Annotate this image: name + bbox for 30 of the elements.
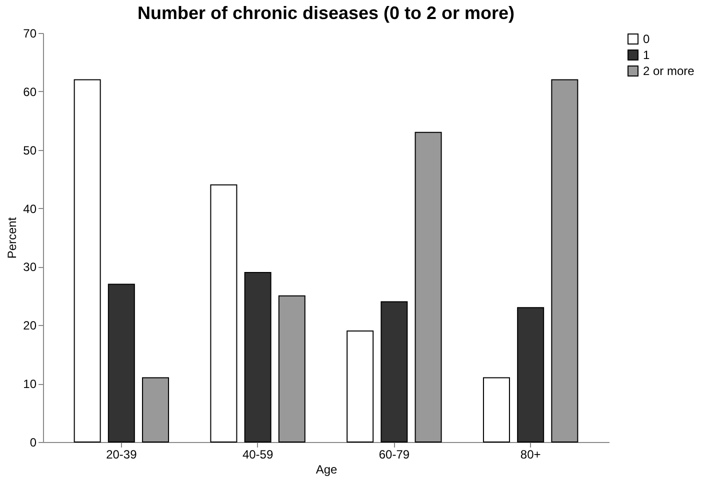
bar <box>346 330 374 442</box>
y-tick-label: 60 <box>23 84 37 99</box>
y-tick-label: 20 <box>23 318 37 333</box>
bar <box>210 184 238 442</box>
x-axis-title: Age <box>316 462 338 476</box>
y-tick-label: 50 <box>23 143 37 158</box>
x-tick-label: 60-79 <box>378 448 410 462</box>
x-tick-label: 40-59 <box>242 448 274 462</box>
bar <box>142 377 170 442</box>
y-tick-label: 40 <box>23 202 37 216</box>
bar <box>108 284 135 442</box>
y-tick-label: 70 <box>23 26 37 40</box>
x-tick-label: 20-39 <box>106 448 138 462</box>
y-tick-label: 30 <box>23 260 37 274</box>
bar <box>482 377 510 442</box>
bar <box>517 307 544 442</box>
bar <box>414 132 442 442</box>
bar <box>380 301 408 442</box>
chart-title: Number of chronic diseases (0 to 2 or more) <box>137 3 515 23</box>
y-axis-title: Percent <box>5 216 20 259</box>
bar <box>74 79 101 442</box>
bar <box>551 79 578 442</box>
legend-label: 1 <box>643 48 650 62</box>
y-tick-label: 10 <box>23 377 37 392</box>
bar <box>278 295 306 442</box>
x-tick-label: 80+ <box>520 448 541 462</box>
legend-label: 2 or more <box>643 64 695 78</box>
bar <box>244 272 272 442</box>
legend-label: 0 <box>643 32 650 46</box>
y-tick-label: 0 <box>30 436 37 450</box>
